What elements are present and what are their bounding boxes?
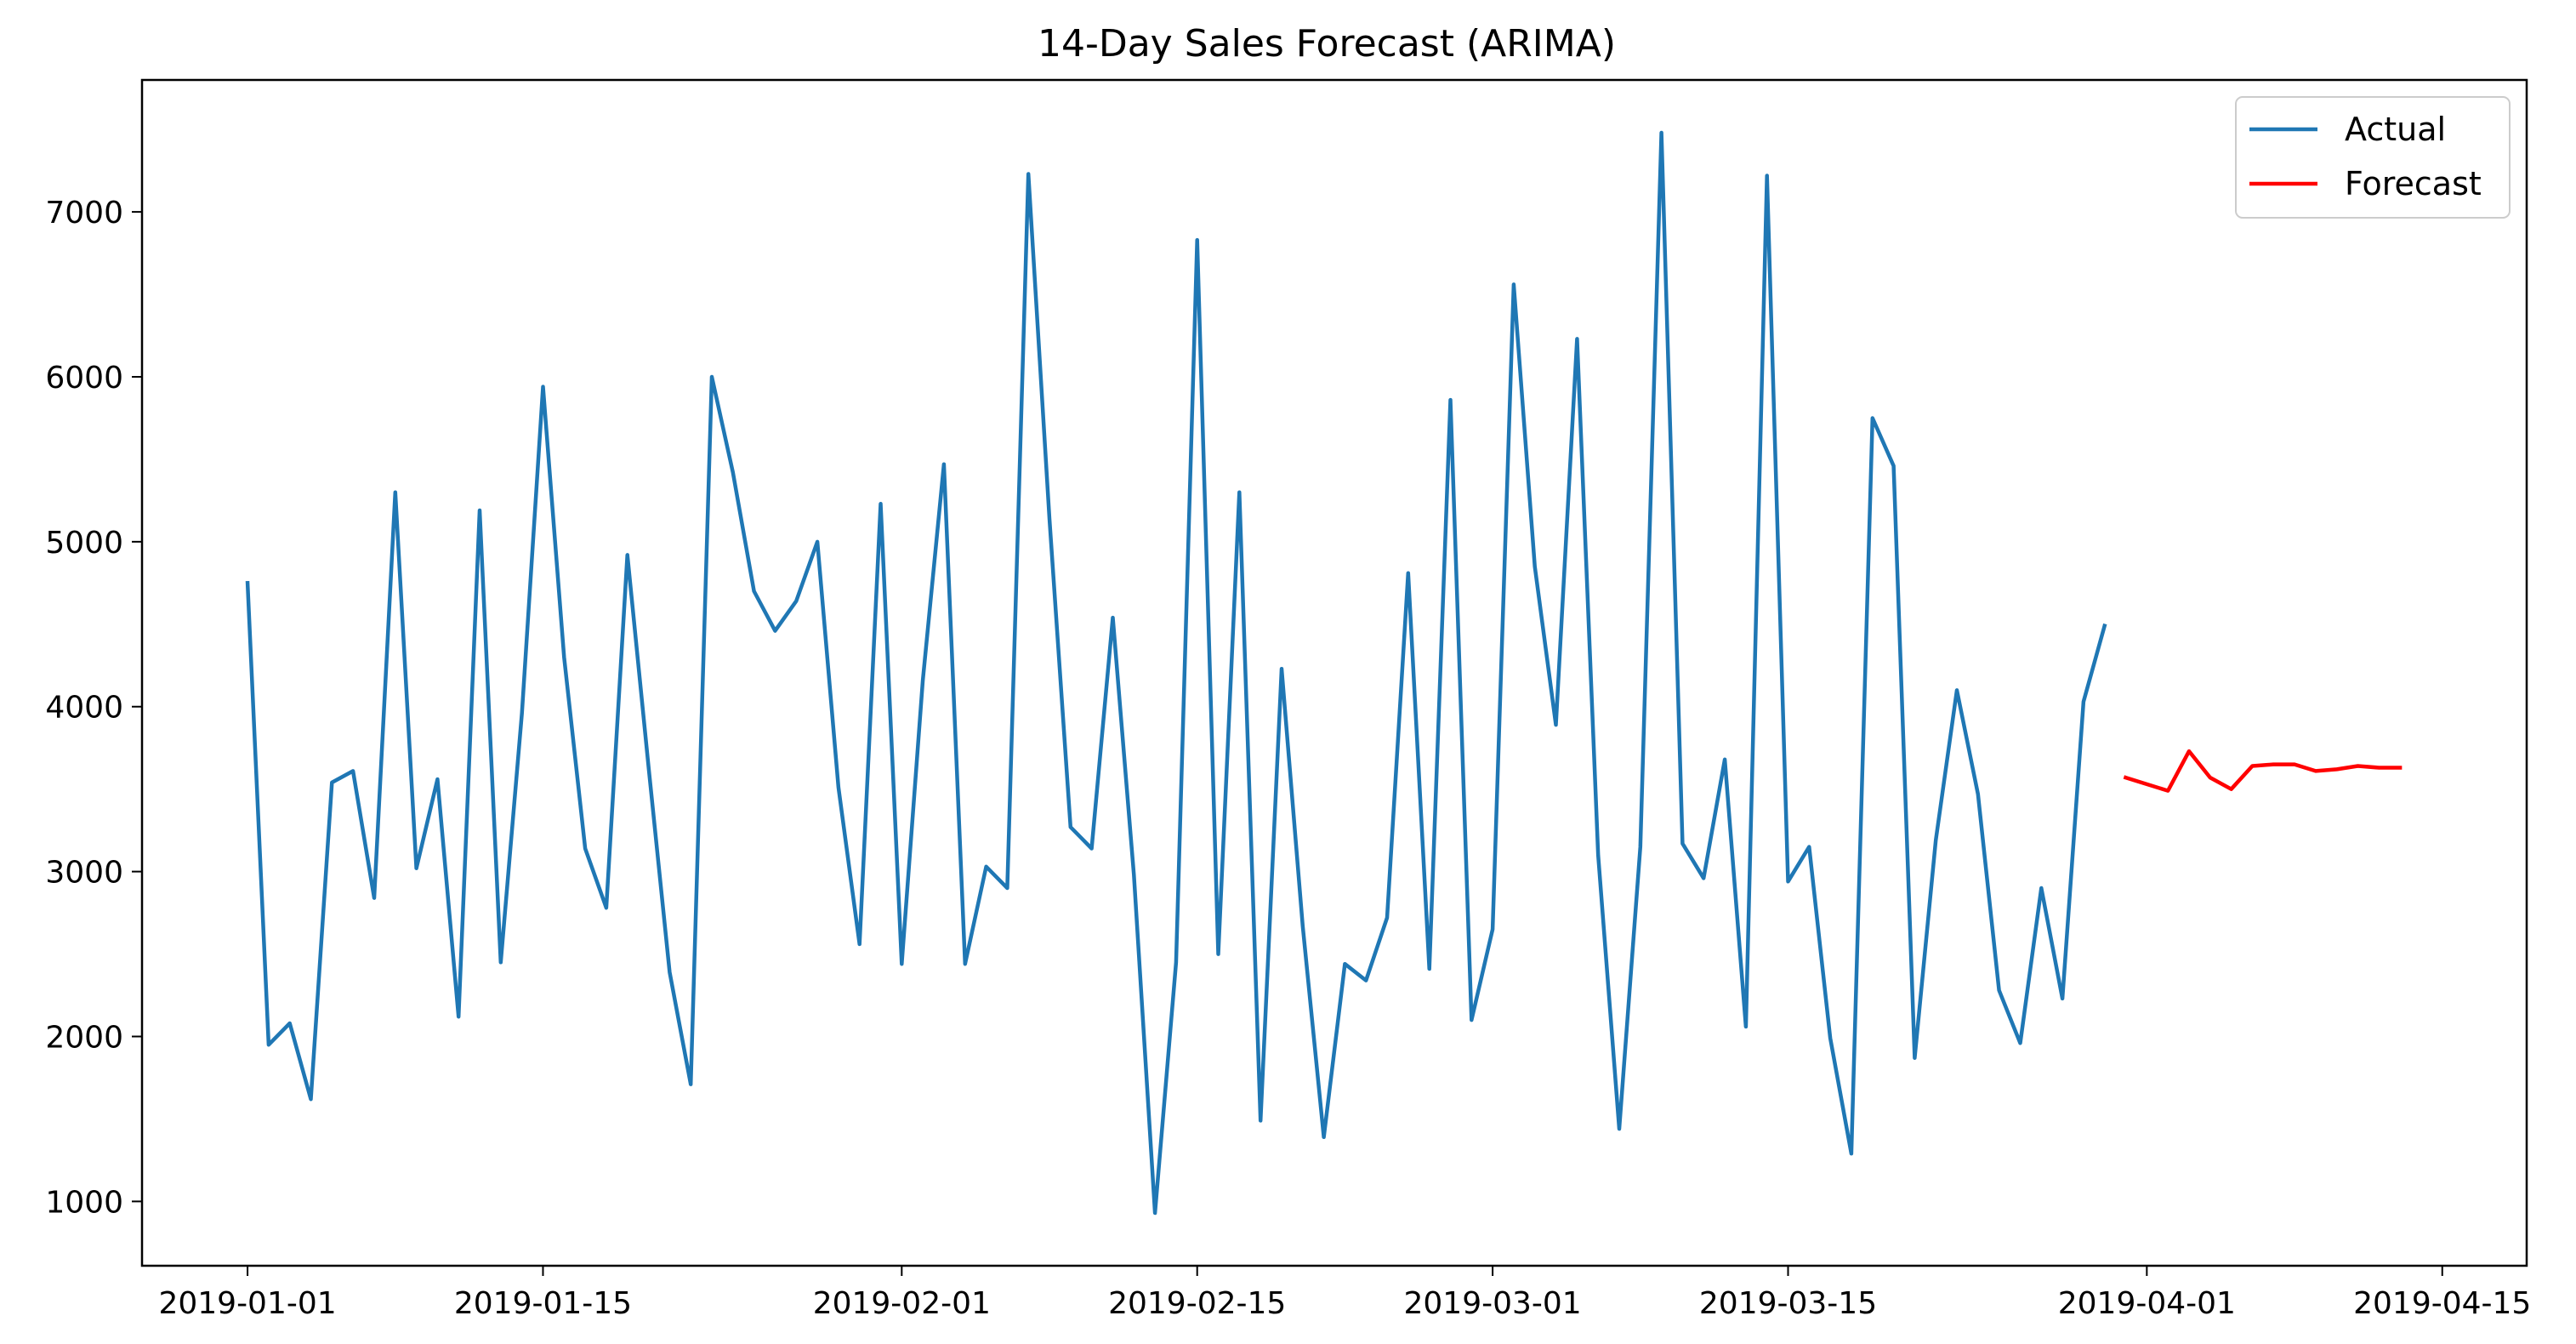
plot-area-frame — [140, 78, 2528, 1267]
y-axis: 1000 2000 3000 4000 5000 6000 7000 — [45, 196, 142, 1220]
x-tick-label: 2019-01-15 — [454, 1286, 632, 1321]
series-layer — [245, 130, 2403, 1216]
y-tick-label: 6000 — [45, 361, 123, 396]
y-tick-label: 7000 — [45, 196, 123, 231]
y-tick-label: 2000 — [45, 1021, 123, 1056]
y-tick-label: 4000 — [45, 691, 123, 726]
y-tick-label: 3000 — [45, 856, 123, 891]
x-tick-label: 2019-04-15 — [2353, 1286, 2531, 1321]
x-tick-label: 2019-01-01 — [158, 1286, 336, 1321]
x-tick-label: 2019-03-15 — [1699, 1286, 1877, 1321]
x-axis: 2019-01-01 2019-01-15 2019-02-01 2019-02-15… — [158, 1266, 2531, 1321]
legend-box — [2235, 96, 2511, 219]
y-tick-label: 5000 — [45, 526, 123, 561]
legend-label-actual: Actual — [2345, 111, 2446, 148]
legend-label-forecast: Forecast — [2345, 165, 2482, 202]
series-line-actual — [245, 130, 2107, 1216]
y-tick-label: 1000 — [45, 1185, 123, 1220]
x-tick-label: 2019-02-01 — [813, 1286, 991, 1321]
legend: Actual Forecast — [2235, 96, 2511, 219]
x-tick-label: 2019-03-01 — [1403, 1286, 1581, 1321]
series-line-forecast — [2123, 749, 2403, 793]
x-tick-label: 2019-04-01 — [2058, 1286, 2236, 1321]
chart-title: 14-Day Sales Forecast (ARIMA) — [1038, 22, 1616, 65]
x-tick-label: 2019-02-15 — [1108, 1286, 1286, 1321]
